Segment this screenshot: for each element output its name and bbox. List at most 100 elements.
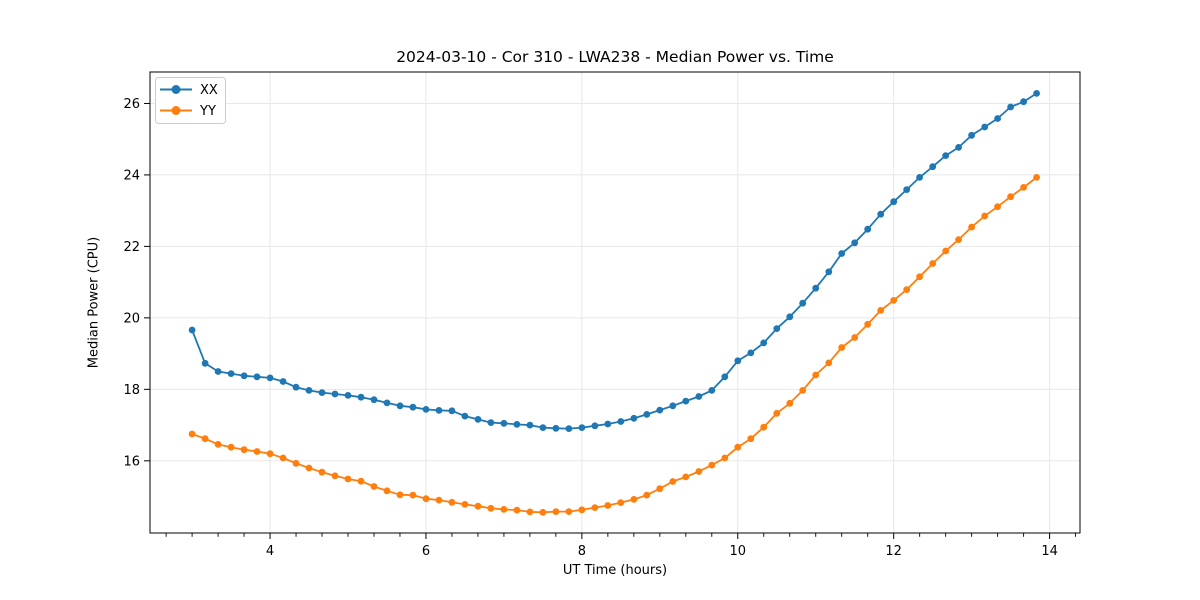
data-point-marker bbox=[669, 402, 677, 410]
data-point-marker bbox=[1007, 193, 1014, 201]
data-point-marker bbox=[409, 403, 417, 411]
data-point-marker bbox=[903, 286, 911, 293]
data-point-marker bbox=[825, 359, 833, 367]
data-point-marker bbox=[643, 491, 651, 499]
data-point-marker bbox=[318, 468, 326, 476]
data-point-marker bbox=[1020, 184, 1027, 191]
data-point-marker bbox=[1033, 174, 1040, 181]
legend: XX YY bbox=[155, 77, 226, 124]
data-point-marker bbox=[240, 372, 248, 380]
data-point-marker bbox=[643, 411, 651, 418]
data-point-marker bbox=[734, 443, 742, 451]
data-point-marker bbox=[539, 508, 547, 516]
data-point-marker bbox=[890, 198, 898, 206]
data-point-marker bbox=[227, 443, 235, 451]
data-point-marker bbox=[786, 313, 794, 321]
data-point-marker bbox=[682, 397, 690, 405]
data-point-marker bbox=[448, 407, 456, 415]
data-point-marker bbox=[526, 421, 534, 429]
x-tick-label: 6 bbox=[422, 544, 430, 559]
data-point-marker bbox=[630, 414, 638, 422]
data-point-marker bbox=[721, 454, 729, 462]
data-point-marker bbox=[708, 387, 716, 394]
data-point-marker bbox=[981, 123, 989, 131]
data-point-marker bbox=[240, 446, 248, 454]
y-tick-label: 26 bbox=[123, 97, 140, 112]
y-tick-label: 18 bbox=[123, 383, 140, 398]
data-point-marker bbox=[708, 461, 716, 469]
data-point-marker bbox=[799, 387, 807, 394]
data-point-marker bbox=[942, 247, 950, 255]
data-point-marker bbox=[734, 357, 742, 365]
data-point-marker bbox=[955, 144, 962, 151]
chart-title: 2024-03-10 - Cor 310 - LWA238 - Median P… bbox=[396, 48, 834, 66]
x-tick-label: 8 bbox=[578, 544, 586, 559]
data-point-marker bbox=[942, 152, 950, 160]
x-tick-label: 14 bbox=[1041, 544, 1058, 559]
data-series bbox=[188, 90, 1040, 516]
data-point-marker bbox=[851, 334, 859, 341]
data-point-marker bbox=[487, 504, 495, 512]
data-point-marker bbox=[552, 424, 560, 432]
data-point-marker bbox=[253, 448, 261, 455]
data-point-marker bbox=[214, 368, 222, 375]
data-point-marker bbox=[344, 392, 352, 399]
legend-item-xx: XX bbox=[160, 83, 218, 98]
data-point-marker bbox=[422, 495, 430, 503]
data-point-marker bbox=[513, 421, 521, 428]
plot-spines bbox=[149, 71, 1081, 534]
data-point-marker bbox=[201, 435, 209, 443]
data-point-marker bbox=[812, 284, 820, 292]
x-axis-label: UT Time (hours) bbox=[563, 563, 667, 578]
data-point-marker bbox=[253, 373, 261, 381]
series-line bbox=[191, 176, 1038, 514]
data-point-marker bbox=[474, 416, 482, 423]
data-point-marker bbox=[786, 399, 794, 407]
data-point-marker bbox=[812, 371, 820, 379]
data-point-marker bbox=[409, 491, 417, 499]
data-point-marker bbox=[266, 450, 274, 458]
data-point-marker bbox=[747, 349, 755, 357]
data-point-marker bbox=[448, 498, 456, 506]
data-point-marker bbox=[357, 393, 365, 401]
data-point-marker bbox=[292, 383, 300, 391]
data-point-marker bbox=[799, 299, 807, 307]
data-point-marker bbox=[591, 504, 599, 511]
data-point-marker bbox=[201, 359, 209, 367]
data-point-marker bbox=[435, 496, 443, 504]
legend-marker-icon-xx bbox=[171, 85, 181, 94]
data-point-marker bbox=[396, 491, 404, 499]
data-point-marker bbox=[825, 268, 833, 276]
data-point-marker bbox=[565, 508, 573, 515]
data-point-marker bbox=[760, 423, 768, 431]
data-point-marker bbox=[669, 478, 677, 485]
data-point-marker bbox=[864, 320, 872, 328]
data-point-marker bbox=[1020, 98, 1027, 106]
data-point-marker bbox=[305, 387, 313, 394]
data-point-marker bbox=[864, 225, 872, 233]
series-yy bbox=[188, 174, 1040, 516]
data-point-marker bbox=[188, 326, 196, 334]
data-point-marker bbox=[331, 472, 339, 480]
data-point-marker bbox=[318, 389, 326, 396]
data-point-marker bbox=[227, 370, 235, 377]
series-xx bbox=[188, 90, 1040, 432]
x-tick-label: 4 bbox=[266, 544, 274, 559]
data-point-marker bbox=[955, 236, 962, 244]
data-point-marker bbox=[565, 425, 573, 432]
data-point-marker bbox=[617, 499, 625, 506]
data-point-marker bbox=[370, 483, 378, 490]
data-point-marker bbox=[500, 506, 508, 513]
data-point-marker bbox=[279, 454, 287, 462]
series-line bbox=[191, 92, 1038, 430]
data-point-marker bbox=[474, 502, 482, 510]
data-point-marker bbox=[604, 502, 612, 509]
data-point-marker bbox=[760, 339, 768, 347]
data-point-marker bbox=[344, 475, 352, 483]
y-tick-label: 22 bbox=[123, 240, 140, 255]
data-point-marker bbox=[396, 402, 404, 410]
legend-item-yy: YY bbox=[160, 104, 216, 119]
axis-ticks bbox=[144, 102, 1077, 539]
